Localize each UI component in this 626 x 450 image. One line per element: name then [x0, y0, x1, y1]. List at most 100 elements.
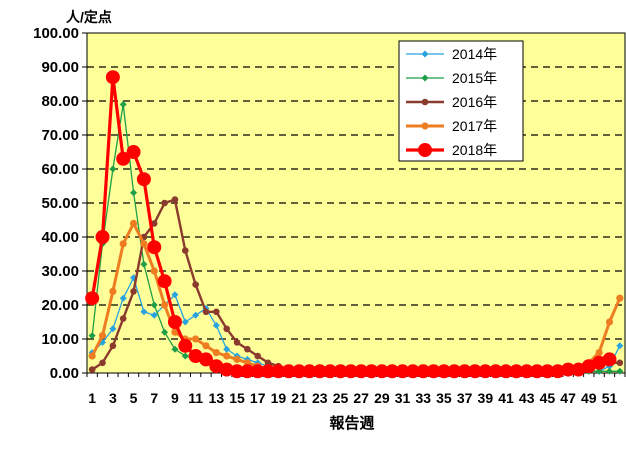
data-point: [105, 70, 120, 85]
data-point: [192, 311, 200, 319]
x-tick-label: 31: [395, 390, 411, 406]
legend-marker: [418, 143, 432, 157]
data-point: [219, 362, 234, 377]
legend-entry: 2015年: [406, 70, 497, 86]
legend-marker: [421, 74, 429, 82]
data-point: [161, 199, 168, 207]
data-point: [150, 220, 158, 227]
data-point: [250, 364, 265, 379]
data-point: [116, 151, 131, 166]
data-point: [405, 364, 420, 379]
data-point: [119, 100, 127, 108]
x-axis-ticks: 1 3 5 7 9 11 13 15 17 19 21 23 25 27 29 31 33 35 37 39 41 43 4…: [86, 373, 626, 406]
x-tick-label: 17: [250, 390, 266, 406]
data-point: [447, 364, 462, 379]
data-point: [130, 288, 137, 295]
x-tick-label: 41: [498, 390, 514, 406]
data-point: [343, 364, 358, 379]
y-tick-label: 90.00: [41, 59, 79, 76]
legend-label: 2018年: [452, 142, 497, 158]
y-axis-label: 人/定点: [66, 9, 112, 25]
data-point: [457, 364, 472, 379]
y-tick-label: 100.00: [33, 25, 79, 42]
data-point: [467, 364, 482, 379]
data-point: [95, 230, 110, 244]
data-point: [85, 291, 100, 306]
x-tick-label: 3: [109, 390, 117, 406]
data-point: [119, 240, 127, 248]
x-tick-label: 23: [312, 390, 328, 406]
data-point: [499, 364, 514, 379]
data-point: [488, 364, 503, 379]
data-point: [416, 364, 431, 379]
data-point: [223, 325, 230, 333]
data-point: [478, 364, 493, 379]
data-point: [160, 301, 169, 309]
data-point: [126, 145, 141, 159]
y-tick-label: 70.00: [41, 127, 79, 144]
data-point: [292, 364, 307, 379]
legend-marker: [421, 122, 429, 130]
data-point: [181, 352, 189, 360]
data-point: [88, 366, 96, 373]
legend-marker: [421, 98, 429, 106]
data-point: [99, 359, 106, 367]
data-point: [157, 274, 172, 289]
y-tick-label: 80.00: [41, 93, 79, 110]
x-tick-label: 7: [150, 390, 158, 406]
data-point: [171, 196, 179, 203]
data-point: [264, 359, 272, 367]
legend: 2014年 2015年 2016年 2017年 2018年: [398, 40, 524, 162]
data-point: [171, 328, 179, 336]
data-point: [240, 364, 255, 379]
y-tick-label: 20.00: [41, 297, 79, 314]
x-tick-label: 49: [581, 390, 597, 406]
legend-entry: 2014年: [406, 46, 497, 62]
data-point: [540, 364, 555, 379]
x-tick-label: 25: [333, 390, 349, 406]
data-point: [198, 352, 213, 367]
x-tick-label: 1: [88, 390, 96, 406]
data-point: [119, 315, 127, 322]
data-point: [364, 364, 379, 379]
data-point: [202, 308, 210, 316]
x-tick-label: 19: [271, 390, 287, 406]
data-point: [233, 355, 241, 363]
x-tick-label: 11: [188, 390, 203, 406]
data-point: [161, 328, 169, 336]
data-point: [140, 240, 148, 248]
x-tick-label: 15: [229, 390, 245, 406]
x-axis-label: 報告週: [329, 414, 374, 432]
x-tick-label: 33: [415, 390, 431, 406]
data-point: [561, 362, 576, 377]
data-point: [181, 247, 189, 254]
data-point: [171, 291, 179, 299]
data-point: [213, 308, 220, 316]
data-point: [171, 345, 179, 353]
x-tick-label: 35: [436, 390, 452, 406]
data-point: [150, 267, 158, 275]
x-tick-label: 21: [291, 390, 307, 406]
data-point: [129, 219, 138, 227]
data-point: [150, 311, 158, 319]
series-5: [85, 70, 617, 379]
data-point: [605, 367, 613, 375]
x-tick-label: 5: [130, 390, 138, 406]
y-tick-label: 40.00: [41, 229, 79, 246]
data-point: [616, 359, 624, 367]
data-point: [192, 335, 200, 343]
data-point: [88, 352, 96, 360]
x-tick-label: 47: [560, 390, 576, 406]
data-point: [130, 189, 138, 197]
y-tick-label: 0.00: [50, 365, 79, 382]
data-point: [595, 349, 603, 357]
data-point: [136, 172, 151, 187]
data-point: [530, 364, 545, 379]
legend-label: 2014年: [452, 46, 497, 62]
data-point: [616, 367, 624, 375]
data-point: [223, 352, 231, 360]
data-point: [395, 364, 410, 379]
data-point: [202, 342, 210, 350]
data-point: [281, 364, 296, 379]
